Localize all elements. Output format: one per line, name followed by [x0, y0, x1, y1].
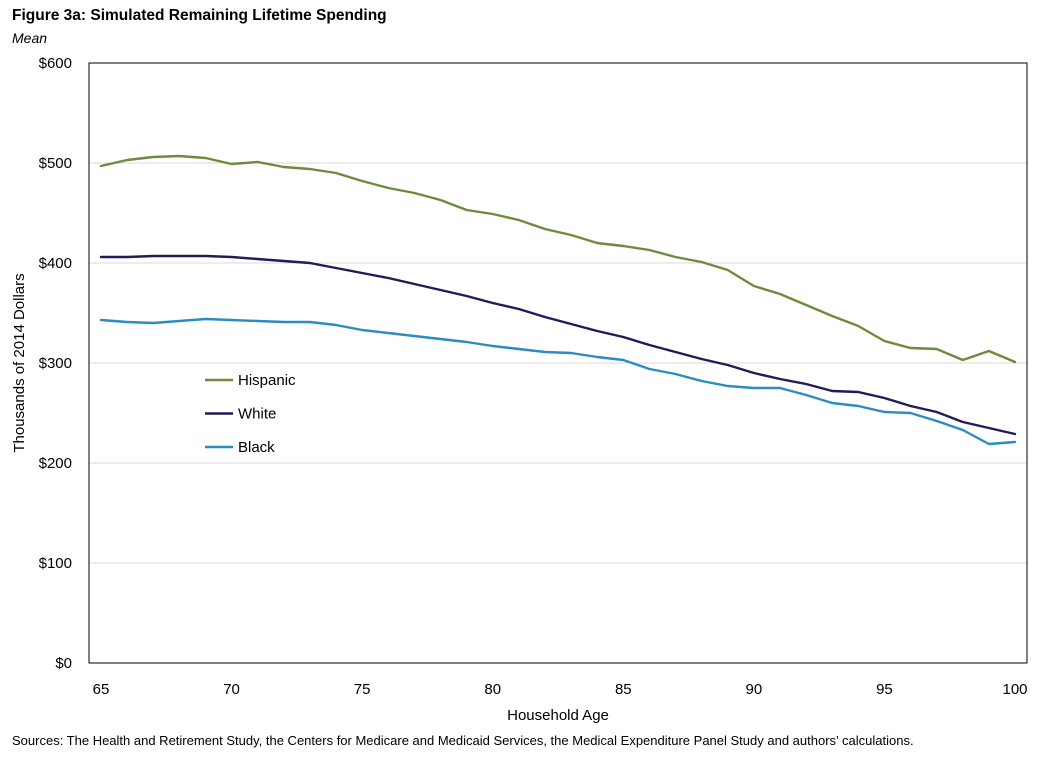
source-note: Sources: The Health and Retirement Study…: [12, 733, 914, 748]
x-tick-label: 75: [354, 681, 371, 698]
legend-label-black: Black: [238, 439, 275, 456]
x-tick-label: 85: [615, 681, 632, 698]
x-axis-label: Household Age: [507, 707, 609, 724]
y-tick-label: $200: [39, 455, 72, 472]
x-axis-ticks: 65 70 75 80 85 90 95 100: [93, 681, 1028, 698]
plot-area-border: [88, 62, 1028, 664]
legend: Hispanic White Black: [205, 372, 296, 456]
y-tick-label: $300: [39, 355, 72, 372]
chart-subtitle: Mean: [12, 30, 48, 46]
y-tick-label: $100: [39, 555, 72, 572]
chart-title: Figure 3a: Simulated Remaining Lifetime …: [12, 7, 387, 24]
series-line-black: [99, 317, 1017, 446]
y-tick-label: $400: [39, 255, 72, 272]
series-line-hispanic: [99, 154, 1017, 364]
x-tick-label: 70: [223, 681, 240, 698]
x-tick-label: 90: [746, 681, 763, 698]
x-tick-label: 100: [1002, 681, 1027, 698]
y-tick-label: $0: [55, 655, 72, 672]
x-tick-label: 95: [876, 681, 893, 698]
y-axis-label: Thousands of 2014 Dollars: [11, 273, 28, 452]
y-axis-ticks: $0 $100 $200 $300 $400 $500 $600: [39, 55, 72, 672]
series-line-white: [99, 254, 1017, 436]
legend-label-hispanic: Hispanic: [238, 372, 296, 389]
y-tick-label: $500: [39, 155, 72, 172]
x-tick-label: 80: [484, 681, 501, 698]
legend-label-white: White: [238, 406, 276, 423]
y-tick-label: $600: [39, 55, 72, 72]
series-layer: [99, 154, 1017, 446]
x-tick-label: 65: [93, 681, 110, 698]
gridlines: [89, 162, 1027, 564]
